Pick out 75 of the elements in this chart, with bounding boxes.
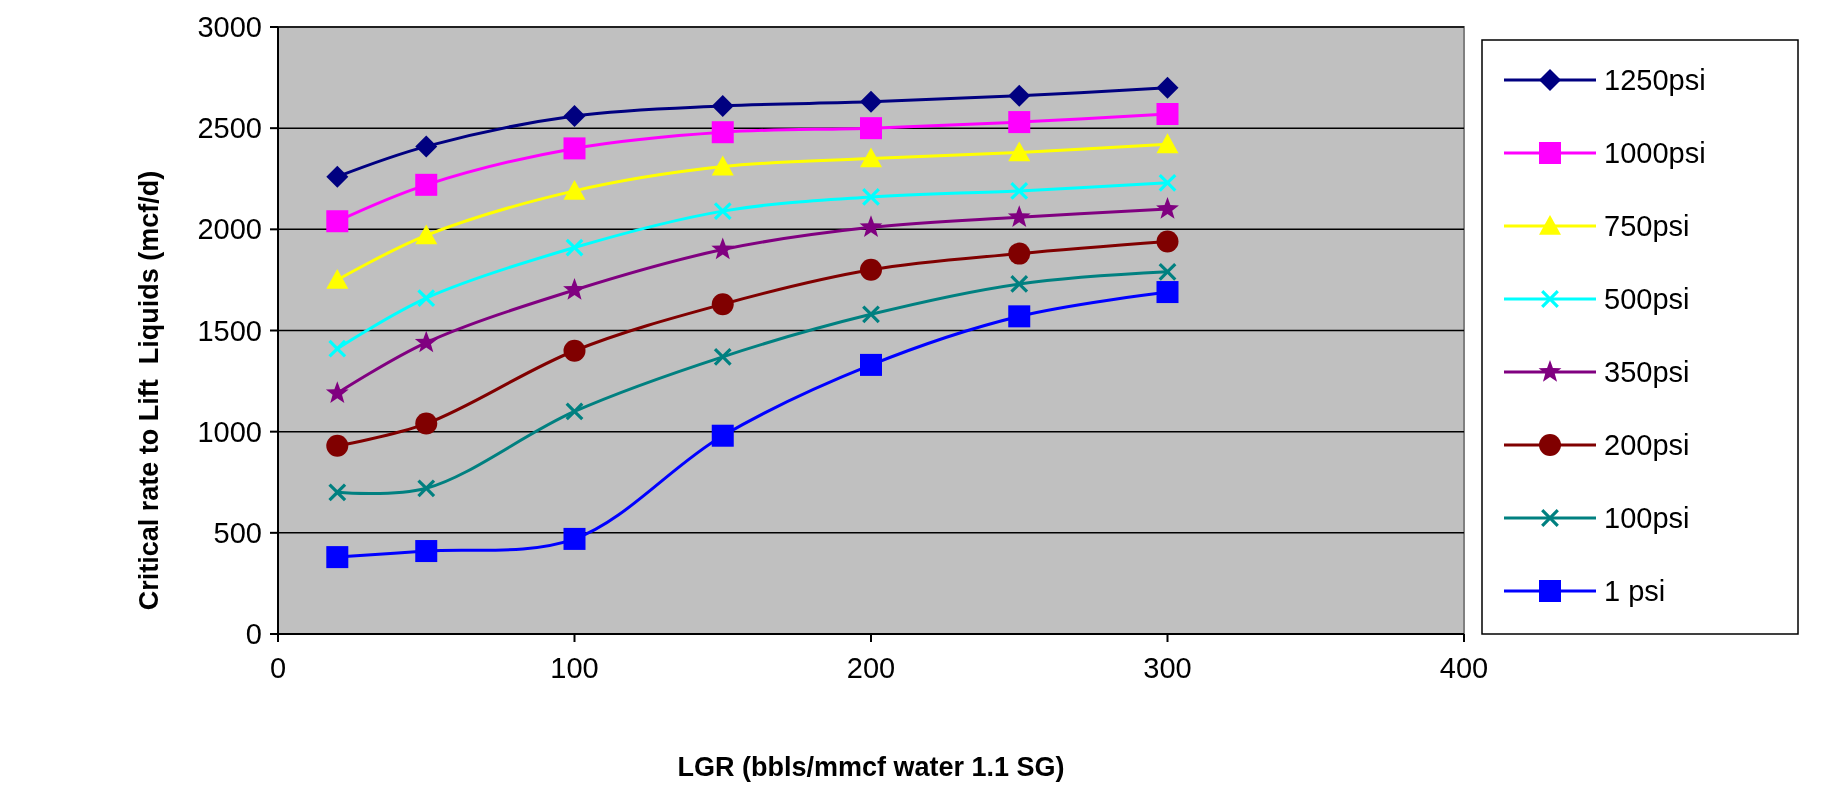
legend-label: 1 psi	[1604, 575, 1666, 608]
x-axis-title: LGR (bbls/mmcf water 1.1 SG)	[677, 752, 1065, 782]
point	[563, 137, 586, 160]
y-tick-label: 3000	[197, 11, 262, 44]
point	[860, 147, 882, 168]
y-tick-label: 500	[213, 516, 262, 549]
legend-label: 200psi	[1604, 429, 1690, 462]
point	[711, 424, 734, 447]
point	[415, 224, 438, 245]
point	[565, 238, 584, 257]
y-tick-label: 1000	[197, 415, 262, 448]
point	[860, 353, 882, 376]
point	[711, 94, 734, 117]
point	[1008, 242, 1031, 265]
point	[1156, 133, 1179, 154]
point	[565, 402, 584, 421]
point	[713, 202, 732, 221]
point	[1010, 181, 1029, 200]
y-axis-title: Critical rate to Lift Liquids (mcf/d)	[134, 170, 164, 611]
point	[1008, 305, 1031, 328]
legend-label: 750psi	[1604, 210, 1690, 243]
point	[1010, 275, 1029, 293]
point	[1008, 111, 1031, 134]
point	[862, 188, 880, 206]
point	[415, 540, 438, 563]
point	[414, 330, 438, 353]
point	[328, 339, 347, 358]
point	[1007, 205, 1031, 227]
point	[1008, 141, 1031, 162]
y-tick-label: 1500	[197, 314, 262, 347]
point	[417, 289, 436, 308]
point	[563, 527, 586, 550]
point	[325, 381, 349, 403]
point	[326, 546, 349, 569]
point	[711, 121, 734, 144]
point	[711, 155, 734, 176]
point	[417, 479, 436, 498]
point	[326, 165, 349, 188]
point	[326, 210, 349, 233]
point	[860, 258, 882, 281]
point	[563, 339, 586, 362]
y-tick-label: 2500	[197, 112, 262, 145]
point	[415, 412, 438, 435]
point	[859, 215, 883, 238]
legend-label: 100psi	[1604, 502, 1690, 535]
x-tick-label: 300	[1143, 652, 1192, 684]
point	[1156, 230, 1179, 253]
point	[711, 237, 735, 260]
x-tick-label: 0	[269, 652, 287, 684]
y-tick-label: 0	[245, 618, 262, 651]
legend-label: 500psi	[1604, 283, 1690, 316]
point	[563, 179, 586, 200]
point	[1008, 84, 1031, 107]
point	[1156, 76, 1179, 99]
x-tick-label: 400	[1439, 652, 1489, 684]
point	[415, 135, 438, 158]
point	[415, 173, 438, 196]
point	[1156, 103, 1179, 125]
point	[563, 105, 586, 128]
point	[328, 483, 347, 502]
point	[563, 278, 586, 300]
legend-label: 350psi	[1604, 356, 1690, 389]
point	[1156, 281, 1179, 304]
point	[326, 268, 349, 289]
legend-label: 1000psi	[1604, 137, 1706, 170]
x-tick-label: 200	[846, 652, 896, 684]
legend-label: 1250psi	[1604, 64, 1706, 97]
point	[860, 117, 882, 140]
y-tick-label: 2000	[197, 213, 262, 246]
point	[326, 434, 349, 457]
point	[860, 90, 882, 113]
x-tick-label: 100	[550, 652, 599, 684]
point	[1156, 197, 1179, 219]
point	[711, 293, 734, 316]
point	[713, 347, 732, 366]
